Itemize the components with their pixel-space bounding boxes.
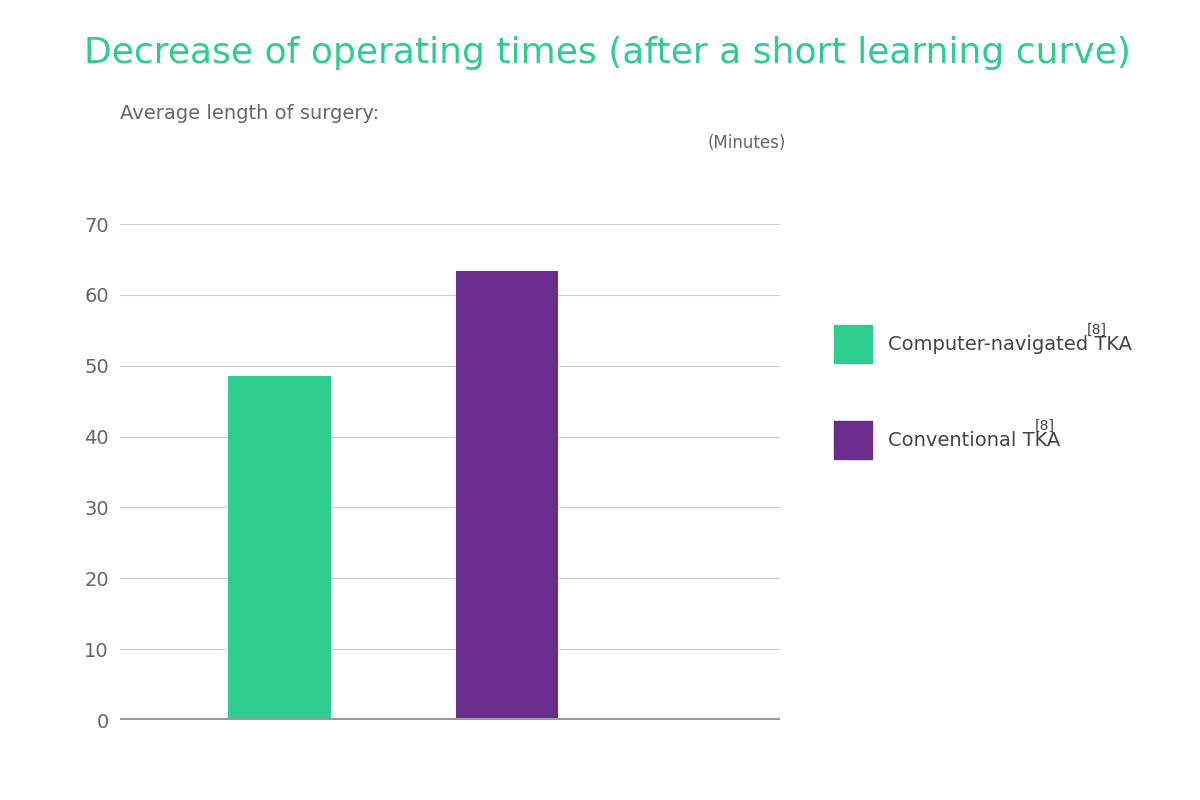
Text: Conventional TKA: Conventional TKA [888,430,1067,450]
Text: (Minutes): (Minutes) [708,134,786,152]
Text: [8]: [8] [1087,322,1106,337]
Text: Average length of surgery:: Average length of surgery: [120,104,379,123]
Text: [8]: [8] [1034,418,1055,433]
Bar [228,376,330,720]
Bar [456,271,558,720]
Text: Decrease of operating times (after a short learning curve): Decrease of operating times (after a sho… [84,36,1130,70]
Text: Computer-navigated TKA: Computer-navigated TKA [888,334,1139,354]
